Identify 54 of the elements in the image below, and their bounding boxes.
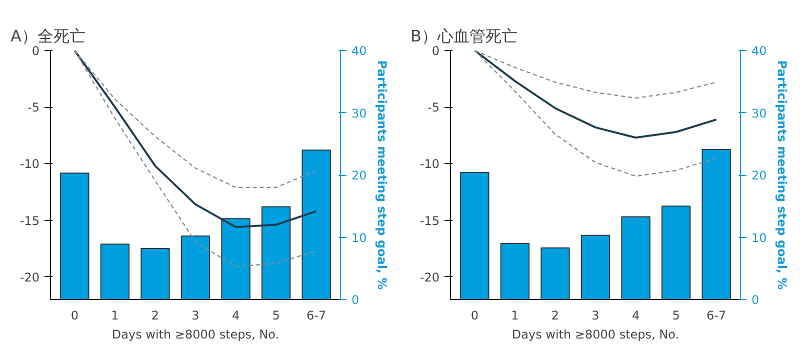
bar [702, 148, 731, 300]
x-tick-label: 5 [672, 308, 680, 322]
y-tick-label: -15 [420, 214, 440, 228]
bar [140, 248, 170, 300]
y-tick-label: -20 [420, 270, 440, 284]
y2-tick-label: 0 [752, 293, 760, 307]
y2-tick-label: 40 [752, 44, 767, 58]
y-tick-label: -20 [20, 270, 40, 284]
x-tick-label: 6-7 [306, 308, 326, 322]
bar [460, 172, 490, 300]
x-tick-label: 1 [511, 308, 519, 322]
y2-tick-label: 40 [352, 44, 367, 58]
bar [221, 218, 250, 300]
y2-tick-label: 30 [352, 106, 367, 120]
x-tick-label: 2 [551, 308, 560, 322]
bar [540, 247, 570, 300]
y2-tick-label: 20 [352, 168, 367, 182]
bar [100, 244, 130, 300]
y2-tick-label: 10 [752, 230, 767, 245]
y2-tick-label: 10 [352, 230, 367, 245]
y2-axis-title: Participants meeting step goal, % [374, 60, 389, 290]
y2-tick-label: 0 [352, 293, 360, 307]
x-tick-label: 6-7 [706, 308, 726, 322]
x-tick-label: 3 [592, 308, 600, 322]
y-tick-label: 0 [432, 44, 440, 58]
y2-axis-title: Participants meeting step goal, % [774, 60, 789, 290]
x-tick-label: 1 [111, 308, 119, 322]
bar [580, 234, 610, 300]
chart-title: B）心血管死亡 [410, 26, 518, 46]
x-tick-label: 2 [151, 308, 160, 322]
y-tick-label: -5 [28, 100, 40, 115]
x-tick-label: 0 [70, 308, 78, 322]
x-tick-label: 3 [192, 308, 200, 322]
bar [180, 236, 210, 300]
x-axis-title: Days with ≥8000 steps, No. [512, 328, 680, 342]
x-tick-label: 4 [232, 308, 240, 322]
y2-tick-label: 20 [752, 168, 767, 182]
bar [500, 242, 530, 300]
bar [661, 206, 691, 300]
y-tick-label: -5 [428, 100, 440, 115]
bar [261, 206, 291, 300]
chart-title: A）全死亡 [10, 26, 86, 46]
y-tick-label: -15 [20, 214, 40, 228]
x-tick-label: 0 [470, 308, 478, 322]
bar [60, 172, 90, 300]
bar [302, 150, 331, 300]
x-axis-title: Days with ≥8000 steps, No. [112, 328, 280, 342]
y2-tick-label: 30 [752, 106, 767, 120]
y-tick-label: 0 [32, 44, 40, 58]
x-tick-label: 4 [632, 308, 640, 322]
y-tick-label: -10 [420, 157, 440, 172]
bar [621, 216, 650, 300]
x-tick-label: 5 [272, 308, 280, 322]
y-tick-label: -10 [20, 157, 40, 172]
